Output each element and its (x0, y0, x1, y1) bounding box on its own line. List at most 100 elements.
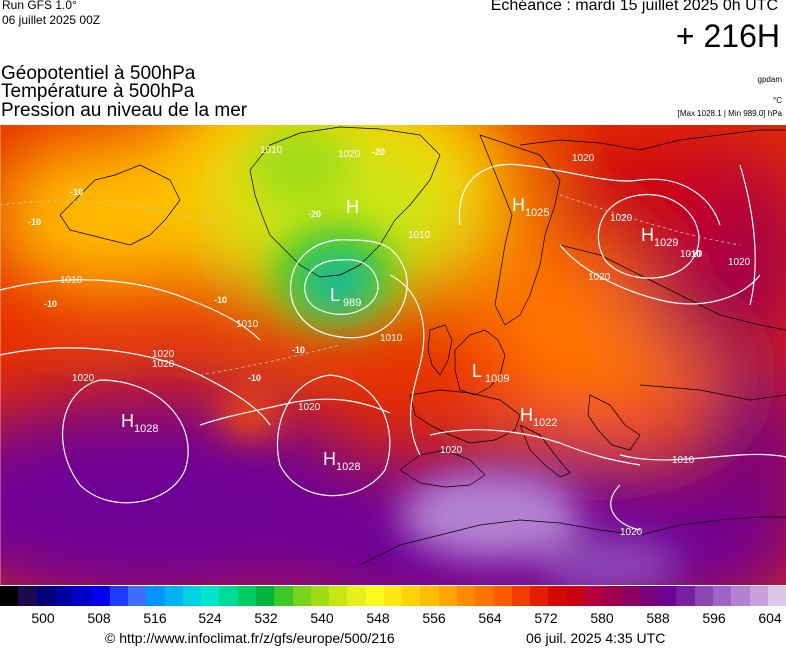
param-pressure: Pression au niveau de la mer (1, 100, 248, 121)
color-swatch (420, 586, 439, 606)
color-swatch (402, 586, 421, 606)
color-swatch (164, 586, 183, 606)
isotherm-label: -10 (70, 187, 83, 197)
isobar-label: 1020 (572, 153, 595, 164)
color-swatch (182, 586, 202, 606)
pressure-center-value: 989 (343, 297, 361, 309)
unit-temperature: °C (773, 96, 782, 105)
color-swatch (438, 586, 458, 606)
pressure-center-symbol: L (472, 361, 482, 381)
color-swatch (475, 586, 494, 606)
isobar-label: 1020 (728, 257, 751, 268)
color-swatch (621, 586, 640, 606)
generated-time: 06 juil. 2025 4:35 UTC (526, 630, 666, 646)
scale-tick-label: 564 (478, 610, 502, 626)
pressure-center-symbol: H (520, 405, 533, 425)
color-swatch (219, 586, 238, 606)
unit-geopotential: gpdam (757, 75, 782, 84)
color-swatch (530, 586, 549, 606)
color-swatch (91, 586, 110, 606)
color-swatch (658, 586, 677, 606)
unit-pressure: [Max 1028.1 | Min 989.0] hPa (677, 109, 782, 118)
isotherm-label: -20 (372, 147, 385, 157)
color-swatch (585, 586, 604, 606)
pressure-center-symbol: H (641, 225, 654, 245)
isotherm-label: -10 (214, 295, 227, 305)
isobar-label: 1010 (60, 275, 83, 286)
color-scale-ticks: 500 508 516 524 532 540 548 556 564 572 580 588 596 6… (0, 610, 786, 628)
color-swatch (749, 586, 768, 606)
isobar-label: 1020 (588, 272, 611, 283)
color-swatch (146, 586, 165, 606)
isotherm-label: -10 (292, 345, 305, 355)
pressure-center-value: 1028 (134, 423, 158, 435)
color-swatch (237, 586, 256, 606)
scale-tick-label: 500 (31, 610, 55, 626)
color-swatch (493, 586, 512, 606)
color-swatch (383, 586, 403, 606)
isotherm-label: -10 (28, 217, 41, 227)
scale-tick-label: 596 (702, 610, 726, 626)
color-swatch (310, 586, 330, 606)
scale-tick-label: 556 (422, 610, 446, 626)
pressure-center-symbol: H (346, 197, 359, 217)
isotherm-label: -20 (308, 209, 321, 219)
color-swatch (511, 586, 531, 606)
color-swatch (109, 586, 128, 606)
scale-tick-label: 516 (143, 610, 167, 626)
scale-tick-label: 532 (254, 610, 278, 626)
color-swatch (566, 586, 585, 606)
isotherm-label: -10 (688, 249, 701, 259)
color-swatch (274, 586, 293, 606)
source-url[interactable]: © http://www.infoclimat.fr/z/gfs/europe/… (105, 630, 395, 646)
isobar-label: 1020 (610, 213, 633, 224)
scale-tick-label: 580 (590, 610, 614, 626)
scale-tick-label: 524 (198, 610, 222, 626)
run-date: 06 juillet 2025 00Z (2, 13, 101, 27)
param-temperature: Température à 500hPa (1, 81, 195, 102)
isotherm-label: -10 (44, 299, 57, 309)
color-swatch (292, 586, 311, 606)
color-swatch (201, 586, 220, 606)
isobars (0, 163, 786, 531)
color-swatch (694, 586, 713, 606)
scale-tick-label: 508 (87, 610, 111, 626)
isobar-label: 1010 (408, 230, 431, 241)
pressure-center-symbol: H (121, 411, 134, 431)
temperature-labels: -10 -20 -10 -10 -20 -10 -10 -10 -10 (28, 147, 701, 383)
geopotential-field (0, 125, 786, 585)
pressure-center-value: 1009 (485, 373, 509, 385)
isobar-labels: 1020101010101020102010101020102010201010… (60, 145, 751, 538)
isobar-label: 1010 (260, 145, 283, 156)
color-swatch (603, 586, 622, 606)
isobar-label: 1020 (152, 359, 175, 370)
color-swatch (731, 586, 750, 606)
pressure-center-value: 1029 (654, 237, 678, 249)
temperature-isotherms (0, 194, 741, 376)
pressure-center-value: 1028 (336, 461, 360, 473)
isobar-label: 1010 (236, 319, 259, 330)
color-swatch (347, 586, 366, 606)
run-label: Run GFS 1.0° (2, 0, 77, 12)
color-swatch (329, 586, 348, 606)
color-swatch (255, 586, 275, 606)
color-swatch (18, 586, 37, 606)
isobar-label: 1010 (380, 333, 403, 344)
scale-tick-label: 588 (646, 610, 670, 626)
pressure-center-symbol: L (330, 285, 340, 305)
color-swatch (73, 586, 92, 606)
pressure-center-symbol: H (323, 449, 336, 469)
color-swatch (127, 586, 147, 606)
isobar-label: 1020 (440, 445, 463, 456)
color-swatch (676, 586, 695, 606)
isobar-label: 1020 (338, 149, 361, 160)
color-swatch (548, 586, 567, 606)
color-swatch (767, 586, 786, 606)
isobar-label: 1020 (152, 349, 175, 360)
valid-time: Echéance : mardi 15 juillet 2025 0h UTC (490, 0, 778, 14)
color-swatch (712, 586, 732, 606)
pressure-center-value: 1022 (533, 417, 557, 429)
pressure-center-symbol: H (512, 195, 525, 215)
isobar-label: 1020 (72, 373, 95, 384)
